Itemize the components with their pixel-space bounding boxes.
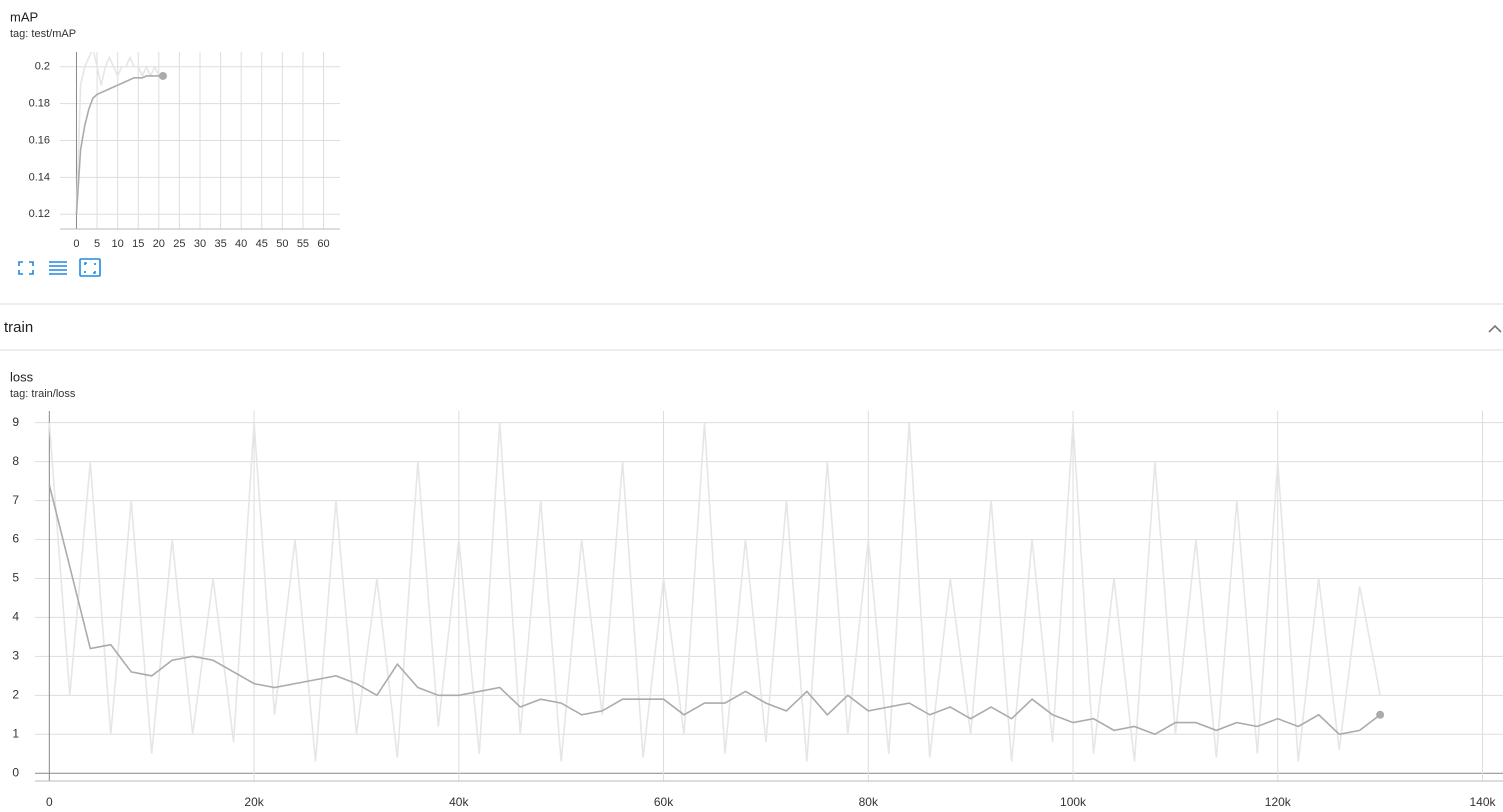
y-tick-label: 6 [12,532,19,546]
y-tick-label: 0.16 [29,134,50,146]
series-line [75,52,163,215]
x-tick-label: 100k [1060,795,1087,809]
x-tick-label: 80k [859,795,879,809]
y-tick-label: 5 [12,571,19,585]
x-tick-label: 60 [317,238,329,250]
x-tick-label: 0 [73,238,79,250]
plot-area [48,422,1381,762]
x-tick-label: 50 [276,238,288,250]
chart-title: loss [10,369,34,384]
y-tick-label: 0.2 [35,61,50,73]
y-tick-label: 1 [12,726,19,740]
y-tick-label: 0.18 [29,98,50,110]
section-title[interactable]: train [4,319,33,336]
x-tick-label: 0 [46,795,53,809]
y-tick-label: 4 [12,610,19,624]
y-tick-label: 2 [12,687,19,701]
y-tick-label: 7 [12,493,19,507]
x-tick-label: 20k [244,795,264,809]
x-tick-label: 20 [153,238,165,250]
fit-domain-button[interactable] [79,258,101,277]
x-tick-label: 120k [1265,795,1292,809]
toolbar [18,258,101,277]
x-tick-label: 35 [214,238,226,250]
fullscreen-button[interactable] [18,261,34,275]
end-marker [1376,710,1385,719]
x-tick-label: 45 [256,238,268,250]
x-tick-label: 5 [94,238,100,250]
x-tick-label: 15 [132,238,144,250]
y-tick-label: 0.14 [29,171,50,183]
x-tick-label: 30 [194,238,206,250]
x-tick-label: 40 [235,238,247,250]
y-tick-label: 9 [12,415,19,429]
plot-area [75,52,163,215]
series-line [48,484,1381,736]
x-tick-label: 140k [1470,795,1497,809]
x-tick-label: 55 [297,238,309,250]
x-tick-label: 25 [173,238,185,250]
collapse-icon[interactable] [1488,324,1502,333]
y-tick-label: 8 [12,454,19,468]
chart-subtitle: tag: test/mAP [10,28,76,40]
series-line [48,422,1381,762]
chart-title: mAP [10,9,38,24]
y-tick-label: 3 [12,649,19,663]
y-tick-label: 0 [12,765,19,779]
log-scale-button[interactable] [49,261,67,275]
x-tick-label: 60k [654,795,674,809]
end-marker [158,71,167,80]
series-line [75,75,163,215]
chart-subtitle: tag: train/loss [10,388,76,400]
y-tick-label: 0.12 [29,208,50,220]
x-tick-label: 40k [449,795,469,809]
x-tick-label: 10 [112,238,124,250]
